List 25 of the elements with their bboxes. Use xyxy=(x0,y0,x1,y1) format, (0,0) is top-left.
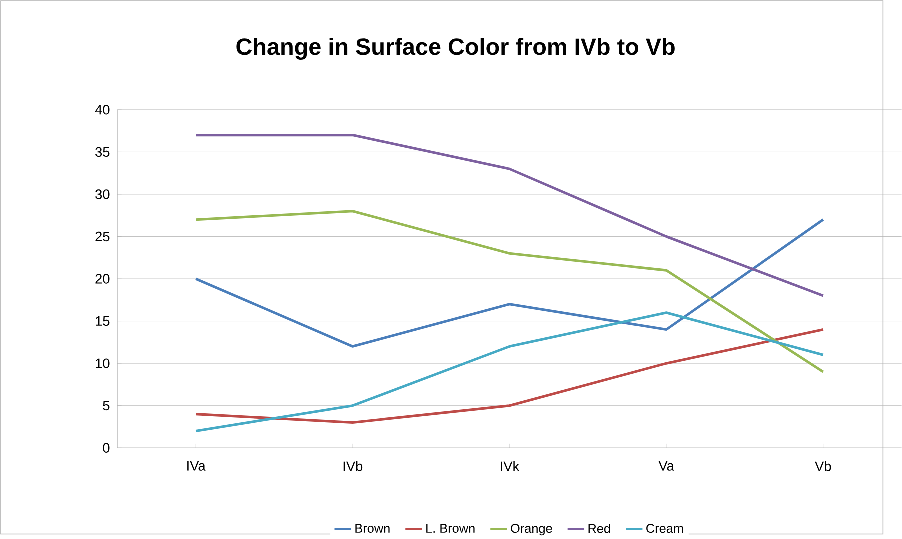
legend-label: Orange xyxy=(511,524,552,536)
legend-label: Red xyxy=(588,524,610,534)
line-series xyxy=(194,328,825,424)
y-tick-label: 35 xyxy=(96,148,110,158)
legend-label: L. Brown xyxy=(426,524,475,534)
x-tick-label: IVb xyxy=(344,462,363,472)
legend-label: Cream xyxy=(646,524,684,534)
line-series xyxy=(194,210,825,374)
y-tick-label: 40 xyxy=(95,105,110,116)
legend-label: Brown xyxy=(356,524,390,534)
line-series xyxy=(194,134,825,298)
x-tick-label: IVk xyxy=(501,462,520,472)
y-tick-label: 5 xyxy=(103,401,110,411)
x-tick-label: IVa xyxy=(188,462,206,472)
y-tick-label: 15 xyxy=(96,316,110,326)
chart-title: Change in Surface Color from IVb to Vb xyxy=(236,38,675,60)
line-series xyxy=(194,312,825,433)
y-tick-label: 10 xyxy=(96,358,110,369)
line-series xyxy=(194,218,825,348)
y-tick-label: 0 xyxy=(103,443,110,454)
y-tick-label: 30 xyxy=(96,190,110,200)
y-tick-label: 20 xyxy=(96,274,110,284)
x-tick-label: Va xyxy=(658,462,674,472)
y-tick-label: 25 xyxy=(96,232,110,242)
x-tick-label: Vb xyxy=(815,462,832,472)
